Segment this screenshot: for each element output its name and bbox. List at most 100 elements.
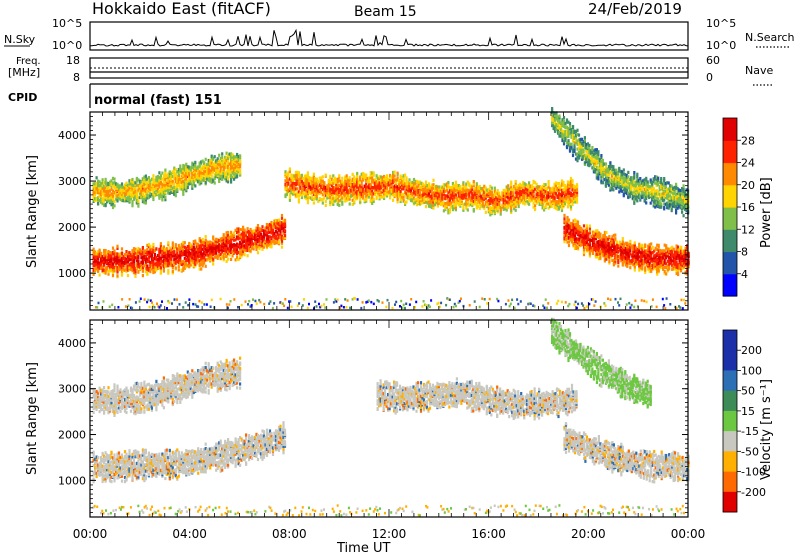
echo-cell xyxy=(581,236,584,240)
echo-cell xyxy=(578,237,581,241)
echo-cell xyxy=(453,195,456,199)
echo-cell xyxy=(511,188,514,192)
echo-cell xyxy=(159,174,162,178)
echo-cell xyxy=(228,239,231,243)
echo-cell xyxy=(641,248,644,252)
echo-cell xyxy=(95,265,98,270)
echo-cell xyxy=(511,195,514,199)
echo-cell xyxy=(259,236,263,241)
echo-cell xyxy=(194,247,197,251)
echo-cell xyxy=(451,197,454,201)
echo-cell xyxy=(287,180,290,184)
echo-cell xyxy=(603,248,606,252)
echo-cell xyxy=(641,263,644,268)
echo-cell xyxy=(417,183,420,187)
echo-cell xyxy=(686,259,689,263)
echo-cell xyxy=(457,194,460,198)
echo-cell xyxy=(653,256,656,260)
echo-cell xyxy=(92,270,95,274)
echo-cell xyxy=(204,165,207,170)
echo-cell xyxy=(648,254,651,258)
echo-cell xyxy=(683,252,686,256)
echo-cell xyxy=(347,191,350,195)
echo-cell xyxy=(213,175,216,179)
echo-cell xyxy=(225,170,228,174)
echo-cell xyxy=(348,184,351,188)
echo-cell xyxy=(438,201,441,205)
echo-cell xyxy=(212,164,215,168)
echo-cell xyxy=(237,232,240,236)
echo-cell xyxy=(566,228,569,232)
echo-cell xyxy=(161,196,164,200)
echo-cell xyxy=(283,233,287,237)
echo-cell xyxy=(192,263,195,268)
echo-cell xyxy=(621,263,624,267)
echo-cell xyxy=(412,199,416,203)
nsky-frame xyxy=(89,21,689,51)
echo-cell xyxy=(501,203,504,207)
echo-cell xyxy=(660,256,663,261)
echo-cell xyxy=(368,188,371,192)
echo-cell xyxy=(114,256,118,261)
echo-cell xyxy=(200,267,203,271)
echo-cell xyxy=(591,241,594,245)
echo-cell xyxy=(629,252,632,256)
echo-cell xyxy=(387,178,390,182)
echo-cell xyxy=(270,228,273,232)
echo-cell xyxy=(573,231,577,235)
echo-cell xyxy=(258,245,261,249)
echo-cell xyxy=(134,247,137,251)
echo-cell xyxy=(321,187,324,191)
echo-cell xyxy=(159,176,162,180)
echo-cell xyxy=(227,249,230,253)
echo-cell xyxy=(344,194,347,198)
echo-cell xyxy=(490,190,493,194)
echo-cell xyxy=(371,194,374,198)
echo-cell xyxy=(618,245,621,249)
echo-cell xyxy=(259,244,263,248)
echo-cell xyxy=(414,201,417,205)
echo-cell xyxy=(324,193,327,197)
echo-cell xyxy=(192,174,195,179)
echo-cell xyxy=(396,176,399,180)
echo-cell xyxy=(418,188,422,192)
echo-cell xyxy=(498,191,501,195)
echo-cell xyxy=(335,187,338,191)
echo-cell xyxy=(517,194,520,198)
echo-cell xyxy=(471,201,474,206)
echo-cell xyxy=(666,264,669,268)
echo-cell xyxy=(111,181,115,185)
echo-cell xyxy=(100,186,103,190)
echo-cell xyxy=(114,191,118,195)
echo-cell xyxy=(198,250,201,254)
echo-cell xyxy=(356,190,359,194)
echo-cell xyxy=(207,174,210,178)
echo-cell xyxy=(567,223,571,228)
echo-cell xyxy=(261,225,264,229)
echo-cell xyxy=(233,167,236,171)
echo-cell xyxy=(513,207,516,211)
echo-cell xyxy=(484,210,487,214)
echo-cell xyxy=(141,274,144,278)
echo-cell xyxy=(236,247,239,251)
echo-cell xyxy=(623,260,626,264)
echo-cell xyxy=(375,180,378,184)
echo-cell xyxy=(630,253,633,257)
echo-cell xyxy=(285,192,288,197)
echo-cell xyxy=(514,202,517,207)
echo-cell xyxy=(161,189,164,193)
echo-cell xyxy=(383,177,386,181)
echo-cell xyxy=(495,196,498,200)
echo-cell xyxy=(333,198,336,202)
echo-cell xyxy=(176,176,179,180)
echo-cell xyxy=(456,186,459,190)
echo-cell xyxy=(505,205,508,209)
echo-cell xyxy=(475,190,478,195)
echo-cell xyxy=(200,257,203,261)
echo-cell xyxy=(596,245,599,249)
echo-cell xyxy=(120,257,124,261)
echo-cell xyxy=(430,205,434,209)
echo-cell xyxy=(456,196,459,201)
echo-cell xyxy=(296,172,299,177)
echo-cell xyxy=(110,259,113,263)
